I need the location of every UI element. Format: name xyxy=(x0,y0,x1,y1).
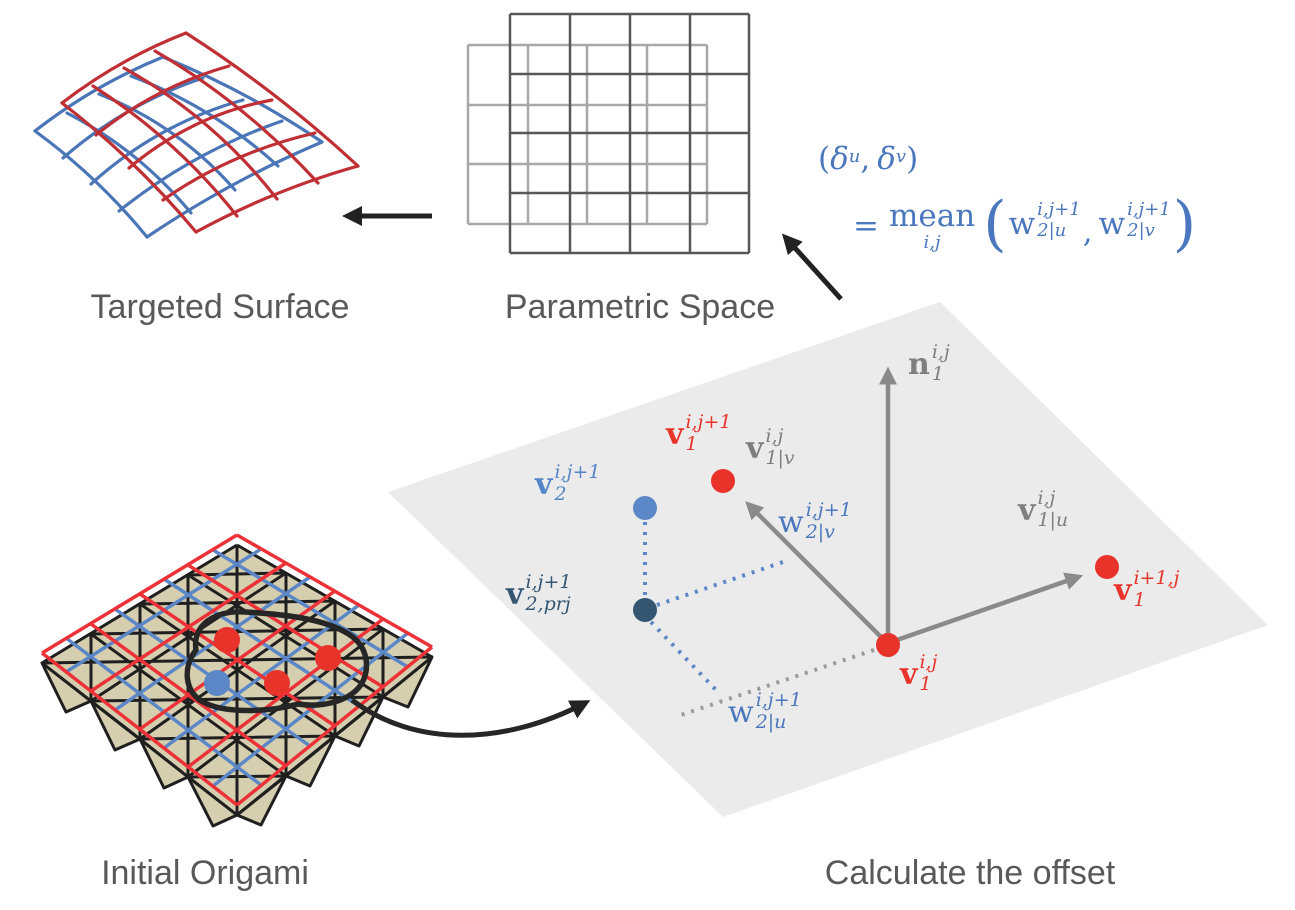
label-v1v: v i,j 1|v xyxy=(746,425,795,469)
caption-parametric-space: Parametric Space xyxy=(504,288,776,326)
origami-blue-dot xyxy=(204,670,230,696)
light-grid xyxy=(466,43,709,226)
arrow-origami-to-plane xyxy=(350,698,591,738)
mean-operator: mean i,j xyxy=(888,197,976,253)
offset-plane xyxy=(388,302,1268,817)
caption-calculate-offset: Calculate the offset xyxy=(824,854,1116,892)
targeted-surface-mesh xyxy=(33,31,360,239)
caption-targeted-surface: Targeted Surface xyxy=(90,288,350,326)
v1-ij1-dot xyxy=(711,469,735,493)
label-v1-ij: v i,j 1 xyxy=(900,651,938,695)
w2u-dotted-line xyxy=(677,648,875,718)
formula-deltas: (δ u, δ v) xyxy=(818,141,919,177)
label-w2v: w i,j+1 2|v xyxy=(778,499,852,543)
origami-red-dot-3 xyxy=(264,670,290,696)
v1-i1j-dot xyxy=(1095,555,1119,579)
label-w2u: w i,j+1 2|u xyxy=(728,689,802,733)
origami-red-dot-1 xyxy=(214,627,240,653)
v2-dot xyxy=(633,496,657,520)
red-mesh xyxy=(60,31,360,234)
v2prj-dot xyxy=(633,598,657,622)
label-n1: n i,j 1 xyxy=(908,341,950,385)
plane-polygon xyxy=(388,302,1268,817)
w2v-term: w i,j+1 2|v xyxy=(1098,198,1171,242)
u-direction-arrow xyxy=(893,572,1084,644)
label-v1-i1j: v i+1,j 1 xyxy=(1114,567,1180,611)
label-v1u: v i,j 1|u xyxy=(1018,487,1069,531)
origami-red-grid xyxy=(40,533,434,807)
formula-mean: = mean i,j ( w i,j+1 2|u , w i,j+1 2|v ) xyxy=(853,189,1197,259)
v1-dot xyxy=(876,633,900,657)
parametric-grid xyxy=(466,12,751,255)
origami-teeth xyxy=(40,655,434,828)
arrow-plane-to-grid xyxy=(781,233,843,301)
highlight-loop xyxy=(184,609,370,714)
dark-grid xyxy=(508,12,751,255)
label-v2: v i,j+1 2 xyxy=(535,461,601,505)
v2prj-u-dashed-line xyxy=(656,559,787,607)
caption-initial-origami: Initial Origami xyxy=(101,854,309,892)
label-v1-ij1: v i,j+1 1 xyxy=(666,411,732,455)
w2u-term: w i,j+1 2|u xyxy=(1008,198,1081,242)
label-v2prj: v i,j+1 2,prj xyxy=(506,571,572,615)
v-direction-arrow xyxy=(745,501,886,642)
origami xyxy=(40,533,591,828)
origami-red-dot-2 xyxy=(315,645,341,671)
